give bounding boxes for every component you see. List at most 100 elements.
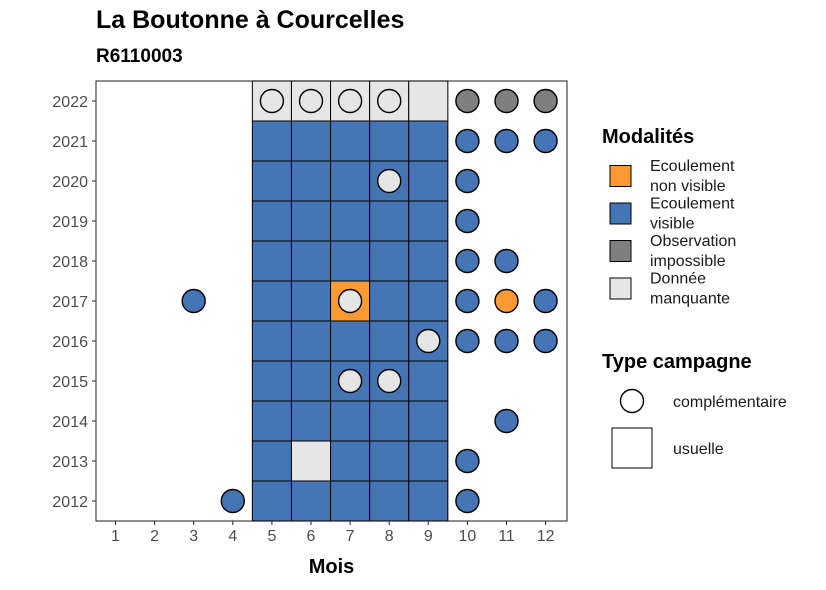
y-tick-label-2019: 2019: [52, 214, 88, 231]
point-2022-10: [455, 88, 480, 114]
tile-2013-5: [251, 440, 292, 482]
tile-2021-7: [330, 120, 371, 162]
legend-label-observation_impossible-2: impossible: [650, 253, 726, 270]
usuelle-tiles: [251, 80, 449, 522]
y-tick-label-2013: 2013: [52, 454, 88, 471]
tile-2012-9: [408, 480, 449, 522]
x-tick-label-11: 11: [498, 528, 515, 545]
legend-key-complementaire: [619, 388, 645, 414]
y-tick-label-2017: 2017: [52, 294, 88, 311]
legend-label-observation_impossible-1: Observation: [650, 233, 736, 250]
point-2013-10: [455, 448, 480, 474]
tile-2013-8: [369, 440, 410, 482]
chart-subtitle: R6110003: [96, 46, 183, 67]
point-2012-10: [455, 488, 480, 514]
y-tick-label-2014: 2014: [52, 414, 88, 431]
tile-2014-9: [408, 400, 449, 442]
tile-2018-9: [408, 240, 449, 282]
tile-2019-9: [408, 200, 449, 242]
x-axis-title: Mois: [309, 556, 355, 578]
tile-2021-9: [408, 120, 449, 162]
point-2017-11: [494, 288, 519, 314]
tile-2020-9: [408, 160, 449, 202]
point-2015-8: [377, 368, 402, 394]
legend-key-ecoulement_visible: [609, 202, 632, 225]
x-tick-label-2: 2: [150, 528, 159, 545]
y-tick-label-2018: 2018: [52, 254, 88, 271]
tile-2013-7: [330, 440, 371, 482]
point-2021-12: [533, 128, 558, 154]
point-2016-11: [494, 328, 519, 354]
tile-2016-8: [369, 320, 410, 362]
y-tick-label-2020: 2020: [52, 174, 88, 191]
legend-label-ecoulement_non_visible-1: Ecoulement: [650, 158, 735, 175]
tile-2018-6: [290, 240, 332, 282]
x-tick-label-9: 9: [424, 528, 433, 545]
point-2014-11: [494, 408, 519, 434]
tile-2015-9: [408, 360, 449, 402]
tile-2019-7: [330, 200, 371, 242]
point-2020-10: [455, 168, 480, 194]
point-2022-12: [533, 88, 558, 114]
tile-2017-9: [408, 280, 449, 322]
point-2020-8: [377, 168, 402, 194]
tile-2015-6: [290, 360, 332, 402]
x-tick-label-10: 10: [459, 528, 477, 545]
point-2016-9: [416, 328, 441, 354]
axes: 1 2 3 4 5 6 7 8 9 10 11 122012201320142015201620172…: [52, 94, 554, 578]
tile-2012-7: [330, 480, 371, 522]
legend-type-title: Type campagne: [602, 351, 752, 373]
x-tick-label-3: 3: [189, 528, 198, 545]
x-tick-label-8: 8: [385, 528, 394, 545]
tile-2019-8: [369, 200, 410, 242]
x-tick-label-5: 5: [267, 528, 276, 545]
legend-label-usuelle: usuelle: [673, 441, 724, 458]
y-tick-label-2012: 2012: [52, 494, 88, 511]
tile-2013-9: [408, 440, 449, 482]
tile-2017-8: [369, 280, 410, 322]
tile-2017-6: [290, 280, 332, 322]
point-2021-10: [455, 128, 480, 154]
legend-key-usuelle: [611, 427, 653, 469]
tile-2012-5: [251, 480, 292, 522]
point-2016-12: [533, 328, 558, 354]
tile-2020-6: [290, 160, 332, 202]
tile-2018-8: [369, 240, 410, 282]
point-2022-5: [259, 88, 285, 114]
tile-2021-8: [369, 120, 410, 162]
legend-key-observation_impossible: [609, 240, 632, 262]
x-tick-label-6: 6: [307, 528, 316, 545]
y-tick-label-2022: 2022: [52, 94, 88, 111]
tile-2021-5: [251, 120, 292, 162]
y-tick-label-2021: 2021: [52, 134, 88, 151]
point-2022-6: [298, 88, 324, 114]
legend-label-ecoulement_non_visible-2: non visible: [650, 178, 726, 195]
x-tick-label-7: 7: [346, 528, 355, 545]
point-2017-12: [533, 288, 558, 314]
tile-2014-8: [369, 400, 410, 442]
y-tick-label-2015: 2015: [52, 374, 88, 391]
tile-2022-9: [408, 80, 449, 122]
chart-title: La Boutonne à Courcelles: [96, 6, 405, 34]
tile-2015-5: [251, 360, 292, 402]
point-2018-10: [455, 248, 480, 274]
tile-2018-7: [330, 240, 371, 282]
tile-2019-6: [290, 200, 332, 242]
tile-2012-8: [369, 480, 410, 522]
point-2012-4: [220, 488, 246, 514]
point-2022-8: [377, 88, 402, 114]
tile-2018-5: [251, 240, 292, 282]
tile-2016-6: [290, 320, 332, 362]
point-2019-10: [455, 208, 480, 234]
legend-label-donnee_manquante-1: Donnée: [650, 271, 706, 288]
point-2021-11: [494, 128, 519, 154]
x-tick-label-12: 12: [537, 528, 555, 545]
legend-label-ecoulement_visible-1: Ecoulement: [650, 196, 735, 213]
legend-key-donnee_manquante: [609, 277, 632, 300]
tile-2014-5: [251, 400, 292, 442]
legend-key-ecoulement_non_visible: [609, 165, 632, 187]
x-tick-label-1: 1: [111, 528, 120, 545]
tile-2016-5: [251, 320, 292, 362]
